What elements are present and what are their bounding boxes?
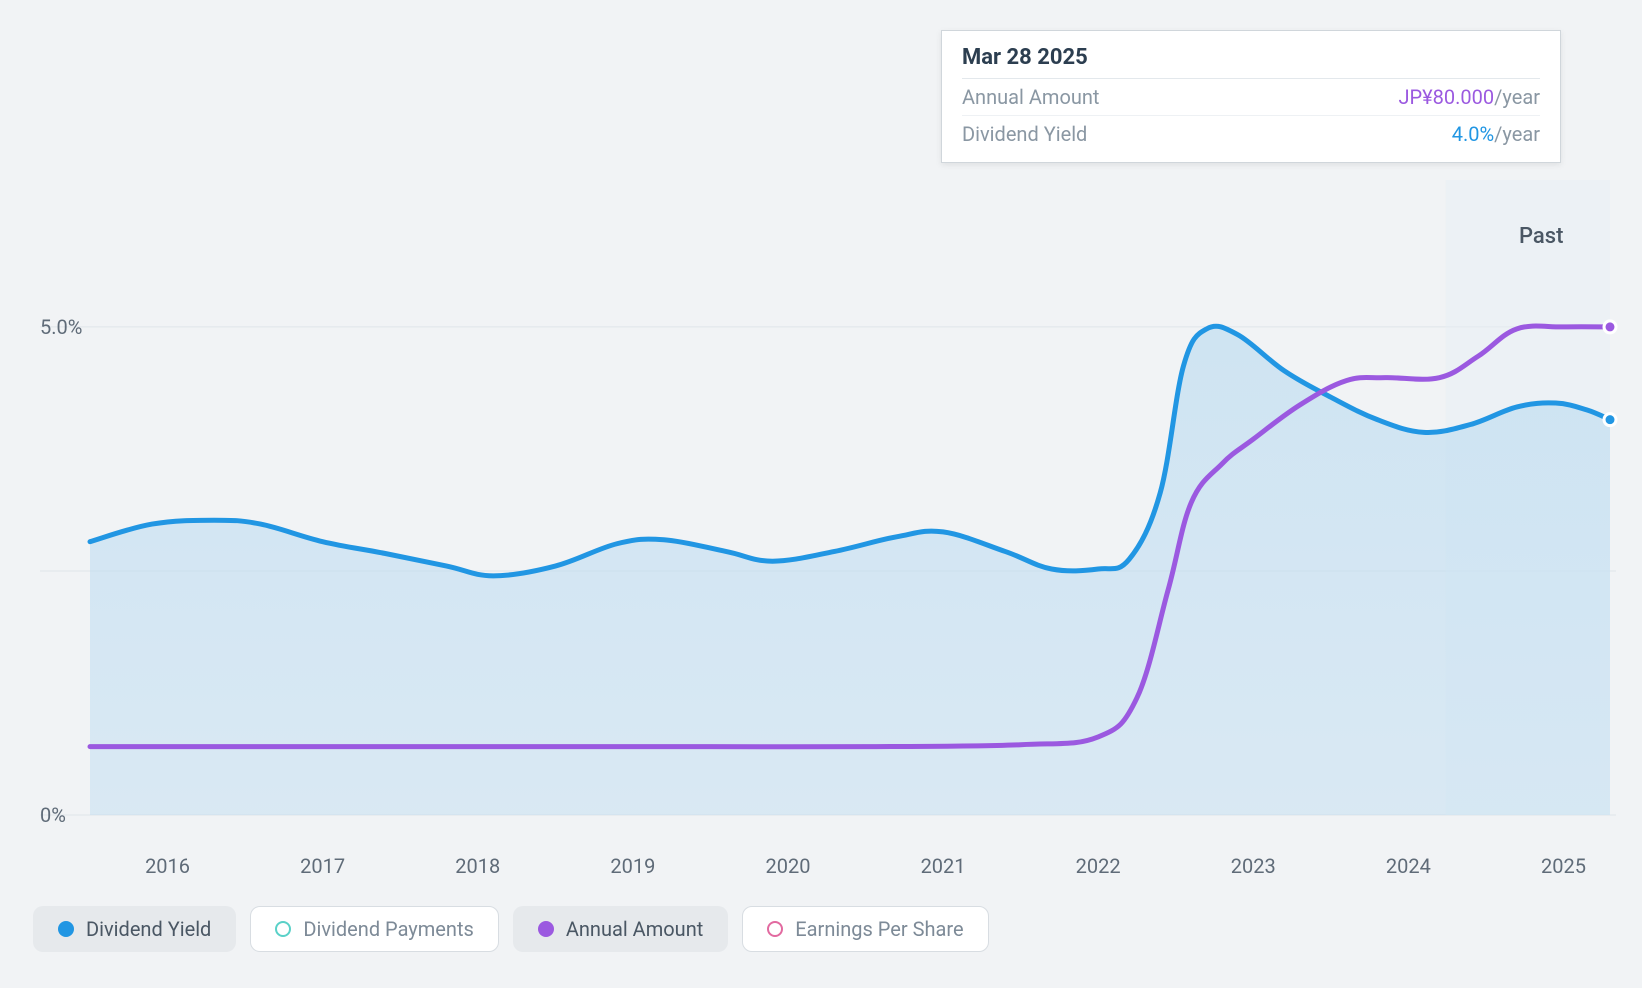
annual-amount-swatch-icon	[538, 921, 554, 937]
tooltip: Mar 28 2025 Annual Amount JP¥80.000/year D…	[941, 30, 1561, 163]
legend-item-dividend-payments[interactable]: Dividend Payments	[250, 906, 498, 952]
y-tick-label: 5.0%	[40, 315, 82, 339]
tooltip-row: Annual Amount JP¥80.000/year	[962, 79, 1540, 116]
legend: Dividend Yield Dividend Payments Annual Am…	[33, 906, 989, 952]
legend-item-label: Dividend Payments	[303, 917, 473, 941]
tooltip-row-label: Annual Amount	[962, 85, 1099, 109]
x-tick-label: 2021	[921, 854, 966, 878]
series-end-marker	[1604, 321, 1616, 333]
x-tick-label: 2022	[1076, 854, 1121, 878]
x-tick-label: 2024	[1386, 854, 1431, 878]
dividend-yield-swatch-icon	[58, 921, 74, 937]
legend-item-dividend-yield[interactable]: Dividend Yield	[33, 906, 236, 952]
legend-item-annual-amount[interactable]: Annual Amount	[513, 906, 728, 952]
x-tick-label: 2020	[765, 854, 810, 878]
tooltip-row: Dividend Yield 4.0%/year	[962, 116, 1540, 152]
y-tick-label: 0%	[40, 803, 66, 827]
tooltip-row-label: Dividend Yield	[962, 122, 1087, 146]
dividend-yield-area	[90, 326, 1610, 815]
x-tick-label: 2019	[610, 854, 655, 878]
legend-item-label: Dividend Yield	[86, 917, 211, 941]
tooltip-row-value: JP¥80.000/year	[1399, 85, 1541, 109]
dividend-payments-swatch-icon	[275, 921, 291, 937]
past-label: Past	[1519, 224, 1563, 249]
x-tick-label: 2018	[455, 854, 500, 878]
tooltip-date: Mar 28 2025	[962, 45, 1540, 79]
legend-item-label: Earnings Per Share	[795, 917, 963, 941]
x-tick-label: 2016	[145, 854, 190, 878]
earnings-per-share-swatch-icon	[767, 921, 783, 937]
legend-item-label: Annual Amount	[566, 917, 703, 941]
x-tick-label: 2025	[1541, 854, 1586, 878]
tooltip-row-value: 4.0%/year	[1452, 122, 1540, 146]
x-tick-label: 2017	[300, 854, 345, 878]
x-tick-label: 2023	[1231, 854, 1276, 878]
series-end-marker	[1604, 414, 1616, 426]
legend-item-earnings-per-share[interactable]: Earnings Per Share	[742, 906, 988, 952]
chart-container: 0% 5.0% 2016 2017 2018 2019 2020 2021 2022 2023 2…	[0, 0, 1642, 988]
